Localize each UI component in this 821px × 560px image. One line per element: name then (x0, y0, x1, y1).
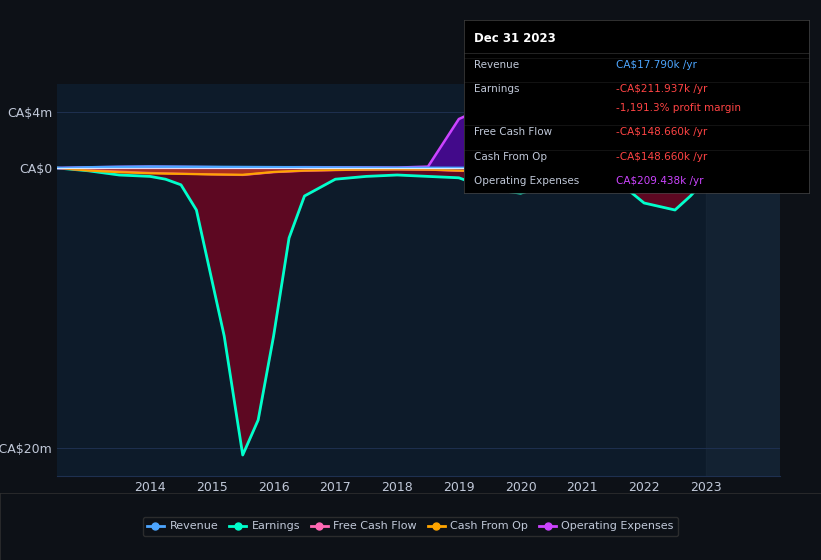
Text: Free Cash Flow: Free Cash Flow (475, 127, 553, 137)
Text: CA$209.438k /yr: CA$209.438k /yr (616, 176, 703, 186)
Text: -CA$148.660k /yr: -CA$148.660k /yr (616, 152, 707, 161)
Text: Earnings: Earnings (475, 84, 520, 94)
Text: -CA$148.660k /yr: -CA$148.660k /yr (616, 127, 707, 137)
Text: -1,191.3% profit margin: -1,191.3% profit margin (616, 103, 741, 113)
Text: Cash From Op: Cash From Op (475, 152, 548, 161)
Bar (706, 84, 780, 476)
Legend: Revenue, Earnings, Free Cash Flow, Cash From Op, Operating Expenses: Revenue, Earnings, Free Cash Flow, Cash … (143, 517, 678, 536)
Text: -CA$211.937k /yr: -CA$211.937k /yr (616, 84, 707, 94)
Text: Revenue: Revenue (475, 59, 520, 69)
Text: Dec 31 2023: Dec 31 2023 (475, 32, 556, 45)
Text: Operating Expenses: Operating Expenses (475, 176, 580, 186)
Text: CA$17.790k /yr: CA$17.790k /yr (616, 59, 696, 69)
